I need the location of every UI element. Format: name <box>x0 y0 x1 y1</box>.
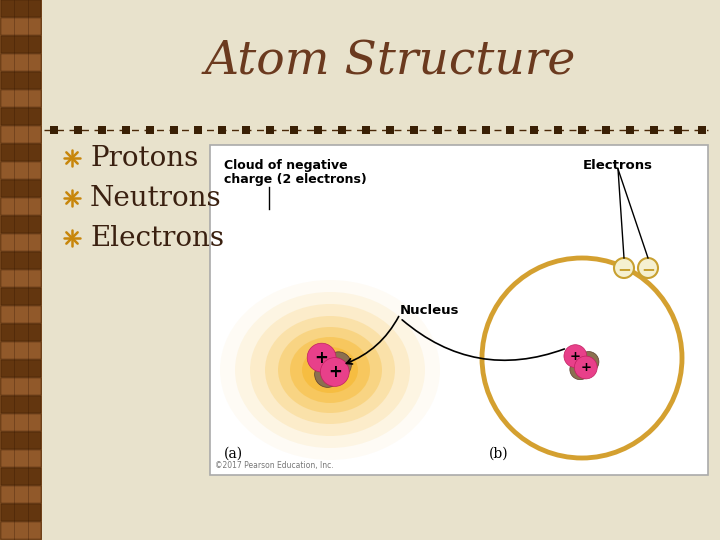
Bar <box>290 126 298 134</box>
Bar <box>1 126 41 143</box>
Text: ©2017 Pearson Education, Inc.: ©2017 Pearson Education, Inc. <box>215 461 333 470</box>
Ellipse shape <box>290 337 370 403</box>
Circle shape <box>564 345 587 368</box>
Bar <box>70 156 74 160</box>
Bar <box>1 198 41 215</box>
Ellipse shape <box>265 316 395 424</box>
Ellipse shape <box>235 292 425 448</box>
Bar <box>1 270 41 287</box>
Bar <box>1 252 41 269</box>
Bar <box>1 162 41 179</box>
Bar <box>1 180 41 197</box>
Bar <box>74 126 82 134</box>
Text: Atom Structure: Atom Structure <box>204 39 576 85</box>
Text: Neutrons: Neutrons <box>90 185 222 212</box>
Ellipse shape <box>250 304 410 436</box>
Circle shape <box>614 258 634 278</box>
Bar <box>98 126 106 134</box>
Bar <box>1 360 41 377</box>
Text: Cloud of negative: Cloud of negative <box>224 159 348 172</box>
Bar <box>1 414 41 431</box>
Bar <box>70 196 74 200</box>
Text: Electrons: Electrons <box>583 159 653 172</box>
Bar <box>1 0 41 17</box>
Bar <box>170 126 178 134</box>
Text: +: + <box>580 361 591 374</box>
Bar <box>1 468 41 485</box>
Bar <box>650 126 658 134</box>
Bar <box>1 234 41 251</box>
Bar <box>1 324 41 341</box>
Text: +: + <box>328 363 342 381</box>
Bar <box>482 126 490 134</box>
Bar <box>1 288 41 305</box>
Bar <box>554 126 562 134</box>
Circle shape <box>570 359 590 380</box>
Bar <box>674 126 682 134</box>
Bar <box>218 126 226 134</box>
Bar <box>1 108 41 125</box>
Bar <box>1 342 41 359</box>
Circle shape <box>575 356 597 379</box>
Bar <box>578 126 586 134</box>
Ellipse shape <box>302 347 358 393</box>
Bar <box>1 90 41 107</box>
Ellipse shape <box>278 327 382 413</box>
Bar <box>362 126 370 134</box>
Circle shape <box>315 361 341 387</box>
Circle shape <box>578 352 599 372</box>
Bar <box>1 306 41 323</box>
Bar <box>434 126 442 134</box>
Bar <box>1 450 41 467</box>
Bar <box>1 504 41 521</box>
Bar <box>1 144 41 161</box>
Bar <box>146 126 154 134</box>
Bar <box>1 378 41 395</box>
Text: charge (2 electrons): charge (2 electrons) <box>224 173 366 186</box>
Circle shape <box>307 343 336 372</box>
Bar <box>1 522 41 539</box>
Text: +: + <box>315 349 328 367</box>
Circle shape <box>482 258 682 458</box>
Bar <box>386 126 394 134</box>
Bar <box>1 72 41 89</box>
Bar <box>0 0 42 540</box>
Bar <box>1 54 41 71</box>
Circle shape <box>638 258 658 278</box>
Circle shape <box>325 352 351 378</box>
Text: (b): (b) <box>489 447 508 461</box>
Bar <box>458 126 466 134</box>
Bar <box>1 216 41 233</box>
Bar <box>1 36 41 53</box>
Bar <box>506 126 514 134</box>
Bar <box>242 126 250 134</box>
Bar <box>70 236 74 240</box>
Bar <box>1 18 41 35</box>
Bar <box>626 126 634 134</box>
Bar <box>602 126 610 134</box>
Text: −: − <box>617 260 631 278</box>
Bar <box>698 126 706 134</box>
Text: Nucleus: Nucleus <box>400 303 459 316</box>
Bar <box>530 126 538 134</box>
Bar <box>1 432 41 449</box>
Bar <box>194 126 202 134</box>
Bar <box>1 486 41 503</box>
Bar <box>122 126 130 134</box>
Bar <box>266 126 274 134</box>
Bar <box>314 126 322 134</box>
Circle shape <box>320 357 349 387</box>
Text: −: − <box>641 260 655 278</box>
Bar <box>210 145 708 475</box>
Bar <box>1 396 41 413</box>
Text: (a): (a) <box>224 447 243 461</box>
Bar <box>410 126 418 134</box>
Bar <box>338 126 346 134</box>
Bar <box>50 126 58 134</box>
Text: +: + <box>570 349 581 362</box>
Text: Protons: Protons <box>90 145 198 172</box>
Text: Electrons: Electrons <box>90 225 224 252</box>
